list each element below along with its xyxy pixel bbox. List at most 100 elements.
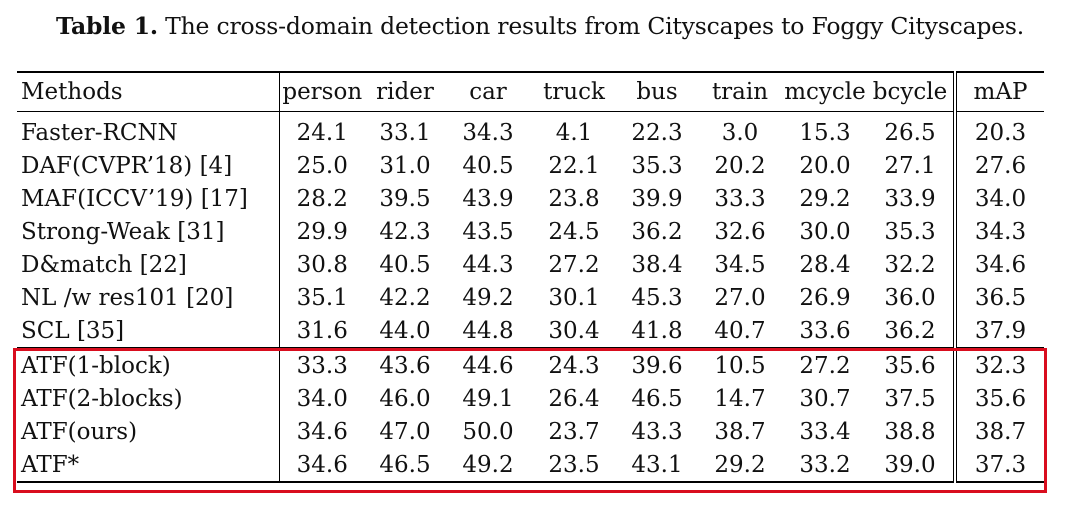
ap-value-cell: 30.8 xyxy=(278,248,365,281)
table-row: ATF(1-block) 33.3 43.6 44.6 24.3 39.6 10.5 27.2… xyxy=(17,347,1044,382)
ap-value-cell: 32.2 xyxy=(867,248,957,281)
map-value-cell: 34.3 xyxy=(974,218,1027,245)
ap-value-cell: 20.0 xyxy=(799,152,851,179)
map-value-cell: 38.7 xyxy=(974,418,1027,445)
ap-value-cell: 35.3 xyxy=(631,152,683,179)
map-value-cell: 37.9 xyxy=(974,317,1027,344)
ap-value-cell: 33.9 xyxy=(867,182,957,215)
table-body-ours: ATF(1-block) 33.3 43.6 44.6 24.3 39.6 10.5 27.2… xyxy=(17,347,1044,483)
ap-value-cell: 33.3 xyxy=(278,347,365,382)
method-name-cell: NL /w res101 [20] xyxy=(21,284,234,311)
ap-value-cell: 34.6 xyxy=(278,415,365,448)
ap-value-cell: 38.8 xyxy=(867,415,957,448)
ap-value-cell: 28.4 xyxy=(799,251,851,278)
table-row: DAF(CVPR’18) [4] 25.0 31.0 40.5 22.1 35.3 20.2… xyxy=(17,149,1044,182)
ap-value-cell: 30.1 xyxy=(548,284,600,311)
ap-value-cell: 4.1 xyxy=(555,119,593,146)
ap-value-cell: 43.3 xyxy=(631,418,683,445)
header-bcycle: bcycle xyxy=(867,72,957,112)
ap-value-cell: 23.8 xyxy=(548,185,600,212)
ap-value-cell: 26.9 xyxy=(799,284,851,311)
ap-value-cell: 36.0 xyxy=(867,281,957,314)
header-bus: bus xyxy=(636,79,678,105)
ap-value-cell: 24.1 xyxy=(278,111,365,149)
results-table: Methods person rider car truck bus train… xyxy=(17,71,1044,483)
method-name-cell: ATF* xyxy=(17,448,279,483)
map-value-cell: 20.3 xyxy=(974,119,1027,146)
ap-value-cell: 33.1 xyxy=(379,119,431,146)
ap-value-cell: 29.9 xyxy=(278,215,365,248)
map-value-cell: 32.3 xyxy=(955,347,1044,382)
method-name-cell: SCL [35] xyxy=(21,317,125,344)
header-truck: truck xyxy=(543,79,605,105)
ap-value-cell: 46.5 xyxy=(631,385,683,412)
ap-value-cell: 49.2 xyxy=(445,448,531,483)
header-train: train xyxy=(711,79,769,105)
ap-value-cell: 44.6 xyxy=(445,347,531,382)
ap-value-cell: 42.2 xyxy=(379,284,431,311)
table-row: SCL [35] 31.6 44.0 44.8 30.4 41.8 40.7 33.6 36.2… xyxy=(17,314,1044,348)
method-name-cell: MAF(ICCV’19) [17] xyxy=(21,185,248,212)
ap-value-cell: 30.0 xyxy=(799,218,851,245)
ap-value-cell: 34.3 xyxy=(462,119,514,146)
ap-value-cell: 49.1 xyxy=(462,385,514,412)
ap-value-cell: 46.0 xyxy=(379,385,431,412)
ap-value-cell: 29.2 xyxy=(697,448,783,483)
ap-value-cell: 39.5 xyxy=(379,185,431,212)
ap-value-cell: 28.2 xyxy=(278,182,365,215)
ap-value-cell: 42.3 xyxy=(379,218,431,245)
ap-value-cell: 33.6 xyxy=(799,317,851,344)
map-value-cell: 27.6 xyxy=(974,152,1027,179)
header-mcycle: mcycle xyxy=(784,79,866,105)
method-name-cell: Strong-Weak [31] xyxy=(21,218,225,245)
table-body-baselines: Faster-RCNN 24.1 33.1 34.3 4.1 22.3 3.0 15.3 26.… xyxy=(17,111,1044,348)
ap-value-cell: 33.4 xyxy=(799,418,851,445)
map-value-cell: 37.3 xyxy=(955,448,1044,483)
ap-value-cell: 33.3 xyxy=(714,185,766,212)
ap-value-cell: 38.7 xyxy=(714,418,766,445)
ap-value-cell: 10.5 xyxy=(697,347,783,382)
table-row: Strong-Weak [31] 29.9 42.3 43.5 24.5 36.2 32.6… xyxy=(17,215,1044,248)
ap-value-cell: 34.0 xyxy=(278,382,365,415)
ap-value-cell: 35.3 xyxy=(867,215,957,248)
ap-value-cell: 43.6 xyxy=(365,347,445,382)
ap-value-cell: 47.0 xyxy=(379,418,431,445)
map-value-cell: 36.5 xyxy=(974,284,1027,311)
header-car: car xyxy=(469,79,507,105)
ap-value-cell: 31.0 xyxy=(379,152,431,179)
table-row: D&match [22] 30.8 40.5 44.3 27.2 38.4 34.5 28.4… xyxy=(17,248,1044,281)
ap-value-cell: 32.6 xyxy=(714,218,766,245)
ap-value-cell: 27.0 xyxy=(714,284,766,311)
map-value-cell: 34.6 xyxy=(974,251,1027,278)
ap-value-cell: 23.5 xyxy=(531,448,617,483)
ap-value-cell: 44.0 xyxy=(379,317,431,344)
ap-value-cell: 35.6 xyxy=(867,347,957,382)
header-map: mAP xyxy=(973,79,1028,105)
ap-value-cell: 45.3 xyxy=(631,284,683,311)
ap-value-cell: 49.2 xyxy=(462,284,514,311)
method-name-cell: Faster-RCNN xyxy=(21,119,178,146)
ap-value-cell: 29.2 xyxy=(799,185,851,212)
ap-value-cell: 14.7 xyxy=(714,385,766,412)
ap-value-cell: 39.0 xyxy=(867,448,957,483)
ap-value-cell: 34.5 xyxy=(714,251,766,278)
ap-value-cell: 22.1 xyxy=(548,152,600,179)
method-name-cell: ATF(ours) xyxy=(21,418,138,445)
ap-value-cell: 26.4 xyxy=(548,385,600,412)
header-rider: rider xyxy=(376,79,434,105)
ap-value-cell: 41.8 xyxy=(631,317,683,344)
table-row: ATF(2-blocks) 34.0 46.0 49.1 26.4 46.5 14.7 30.… xyxy=(17,382,1044,415)
ap-value-cell: 43.1 xyxy=(617,448,697,483)
caption-label: Table 1. xyxy=(55,12,158,40)
ap-value-cell: 33.2 xyxy=(783,448,867,483)
header-person: person xyxy=(278,72,365,112)
method-name-cell: ATF(1-block) xyxy=(17,347,279,382)
ap-value-cell: 3.0 xyxy=(721,119,759,146)
map-value-cell: 34.0 xyxy=(974,185,1027,212)
ap-value-cell: 22.3 xyxy=(631,119,683,146)
ap-value-cell: 34.6 xyxy=(278,448,365,483)
method-name-cell: ATF(2-blocks) xyxy=(21,385,183,412)
ap-value-cell: 40.5 xyxy=(462,152,514,179)
table-caption: Table 1. The cross-domain detection resu… xyxy=(0,12,1080,40)
table-row: ATF* 34.6 46.5 49.2 23.5 43.1 29.2 33.2 39.0 37.3 xyxy=(17,448,1044,483)
